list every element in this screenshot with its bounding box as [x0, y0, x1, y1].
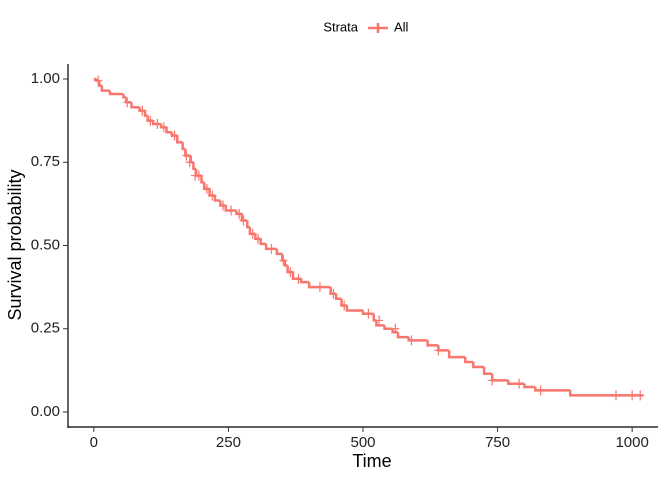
censor-mark	[488, 375, 497, 386]
censor-mark	[434, 345, 443, 356]
survival-step	[482, 367, 493, 375]
censor-mark	[94, 75, 103, 86]
survival-step	[122, 93, 127, 99]
censor-mark	[194, 170, 203, 181]
censor-mark	[315, 282, 324, 293]
censor-mark	[636, 390, 645, 401]
survival-step	[143, 110, 148, 117]
survival-step	[534, 387, 571, 392]
censor-mark	[294, 273, 303, 284]
legend-key	[368, 23, 388, 33]
y-tick-label: 1.00	[31, 70, 60, 87]
x-axis-label: Time	[352, 451, 391, 471]
censor-mark	[208, 190, 217, 201]
y-tick-label: 0.00	[31, 403, 60, 420]
x-tick-label: 250	[216, 434, 241, 451]
survival-step	[472, 362, 485, 369]
censor-mark	[279, 255, 288, 266]
censor-mark	[239, 215, 248, 226]
survival-step	[181, 142, 186, 151]
censor-mark	[185, 157, 194, 168]
censor-mark	[123, 97, 132, 108]
censor-mark	[364, 308, 373, 319]
survival-step	[200, 175, 205, 184]
censor-mark	[235, 208, 244, 219]
survival-step	[334, 293, 342, 301]
survival-step	[345, 305, 363, 312]
survival-step	[100, 85, 110, 92]
survival-step	[490, 373, 509, 382]
y-tick-label: 0.75	[31, 153, 60, 170]
survival-step	[437, 345, 450, 352]
survival-step	[291, 272, 302, 281]
survival-step	[246, 220, 250, 229]
censor-mark	[612, 390, 621, 401]
survival-step	[391, 328, 398, 334]
censor-mark	[536, 385, 545, 396]
y-tick-label: 0.50	[31, 236, 60, 253]
censor-mark	[182, 150, 191, 161]
censor-mark	[146, 115, 155, 126]
survival-step	[192, 162, 197, 171]
censor-mark	[329, 288, 338, 299]
survival-step	[240, 213, 248, 222]
survival-step	[189, 155, 194, 164]
censor-mark	[407, 335, 416, 346]
censor-mark	[391, 323, 400, 334]
survival-step	[396, 332, 409, 339]
survival-step	[259, 238, 267, 246]
survival-step	[283, 260, 288, 267]
censor-mark	[254, 233, 263, 244]
survival-step	[372, 313, 377, 322]
x-tick-label: 1000	[615, 434, 648, 451]
censor-mark	[202, 183, 211, 194]
censor-mark	[248, 228, 257, 239]
censor-mark	[267, 243, 276, 254]
survival-step	[447, 350, 466, 359]
x-tick-label: 750	[485, 434, 510, 451]
survival-step	[130, 102, 140, 109]
censor-mark	[286, 267, 295, 278]
survival-step	[97, 80, 102, 87]
x-tick-label: 0	[90, 434, 98, 451]
y-tick-label: 0.25	[31, 320, 60, 337]
survival-step	[299, 278, 310, 284]
legend-title: Strata	[323, 19, 358, 34]
censor-mark	[227, 205, 236, 216]
survival-step	[176, 135, 183, 144]
survival-step	[108, 90, 124, 96]
survival-step	[383, 325, 393, 331]
survival-step	[464, 357, 474, 364]
survival-step	[165, 127, 172, 134]
censor-mark	[515, 378, 524, 389]
censor-mark	[170, 130, 179, 141]
survival-step	[426, 340, 439, 347]
censor-mark	[219, 200, 228, 211]
censor-mark	[628, 390, 637, 401]
x-tick-label: 500	[350, 434, 375, 451]
survival-step	[275, 248, 283, 256]
legend-label: All	[394, 19, 409, 34]
censor-mark	[375, 315, 384, 326]
survival-step	[213, 195, 221, 202]
censor-mark	[153, 118, 162, 129]
survival-step	[375, 320, 385, 327]
y-axis-label: Survival probability	[5, 169, 25, 320]
censor-mark	[159, 122, 168, 133]
censor-mark	[138, 105, 147, 116]
censor-mark	[340, 300, 349, 311]
survival-step	[523, 383, 536, 389]
